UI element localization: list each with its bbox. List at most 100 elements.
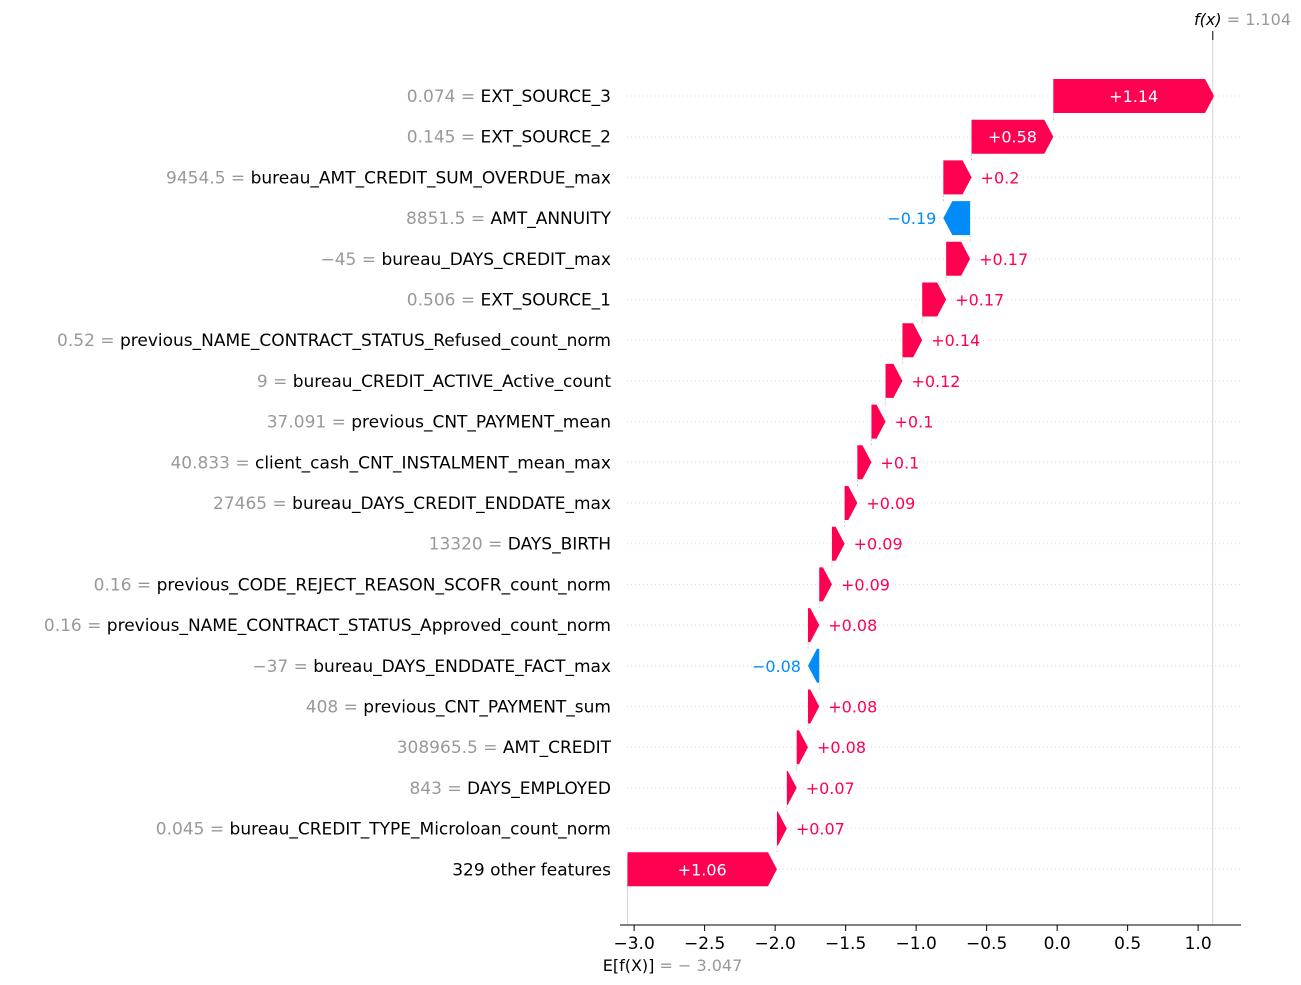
contribution-label: +0.14 xyxy=(931,331,980,350)
feature-name: previous_CNT_PAYMENT_sum xyxy=(363,698,611,718)
positive-contribution-bar xyxy=(943,160,972,195)
feature-name: DAYS_BIRTH xyxy=(508,535,611,555)
contribution-label: +1.06 xyxy=(678,860,727,879)
contribution-label: +0.07 xyxy=(796,820,845,839)
row-gridlines xyxy=(627,95,1241,870)
feature-label: −37 = bureau_DAYS_ENDDATE_FACT_max xyxy=(252,657,611,677)
feature-value: 0.16 = xyxy=(94,575,157,595)
x-tick-label: 0.0 xyxy=(1044,934,1071,954)
positive-contribution-bar xyxy=(857,445,872,480)
positive-contribution-bar xyxy=(796,730,808,765)
feature-label: 408 = previous_CNT_PAYMENT_sum xyxy=(306,698,611,718)
feature-name: client_cash_CNT_INSTALMENT_mean_max xyxy=(255,453,611,473)
feature-label: 9454.5 = bureau_AMT_CREDIT_SUM_OVERDUE_m… xyxy=(166,168,611,188)
x-tick-label: −0.5 xyxy=(966,934,1007,954)
feature-value: 408 = xyxy=(306,698,364,718)
positive-contribution-bar xyxy=(831,526,845,561)
feature-value: 27465 = xyxy=(213,494,292,514)
feature-label: 13320 = DAYS_BIRTH xyxy=(429,535,611,555)
x-tick-label: −1.5 xyxy=(825,934,866,954)
positive-contribution-bar xyxy=(946,241,971,276)
contribution-label: +1.14 xyxy=(1109,87,1158,106)
contribution-label: +0.17 xyxy=(979,250,1028,269)
feature-label: 0.52 = previous_NAME_CONTRACT_STATUS_Ref… xyxy=(57,331,611,351)
contribution-label: +0.58 xyxy=(988,128,1037,147)
feature-label: 40.833 = client_cash_CNT_INSTALMENT_mean… xyxy=(170,453,611,473)
x-tick-label: −3.0 xyxy=(613,934,654,954)
feature-label: 8851.5 = AMT_ANNUITY xyxy=(406,209,612,229)
contribution-label: +0.08 xyxy=(817,738,866,757)
feature-value: 0.145 = xyxy=(407,128,481,148)
feature-label: 0.074 = EXT_SOURCE_3 xyxy=(407,87,611,107)
feature-label: −45 = bureau_DAYS_CREDIT_max xyxy=(321,250,612,270)
contribution-label: +0.08 xyxy=(828,698,877,717)
positive-contribution-bar xyxy=(819,567,832,602)
feature-value: 0.074 = xyxy=(407,87,481,107)
feature-name: DAYS_EMPLOYED xyxy=(467,779,611,799)
contribution-label: +0.2 xyxy=(981,168,1020,187)
feature-name: bureau_DAYS_CREDIT_ENDDATE_max xyxy=(292,494,611,514)
output-value-label: f(x) = 1.104 xyxy=(1194,10,1291,29)
feature-name: bureau_DAYS_CREDIT_max xyxy=(381,250,611,270)
feature-name: bureau_AMT_CREDIT_SUM_OVERDUE_max xyxy=(251,168,611,188)
feature-label: 27465 = bureau_DAYS_CREDIT_ENDDATE_max xyxy=(213,494,611,514)
feature-value: −37 = xyxy=(252,657,313,677)
feature-label: 0.145 = EXT_SOURCE_2 xyxy=(407,128,611,148)
contribution-label: +0.09 xyxy=(841,575,890,594)
contribution-label: −0.19 xyxy=(887,209,936,228)
contribution-bars: +1.14 +0.58 +0.2 −0.19 +0.17 +0.17 +0.14 +0.12 +… xyxy=(627,79,1215,887)
feature-value: 0.045 = xyxy=(156,820,230,840)
feature-value: 308965.5 = xyxy=(397,738,503,758)
feature-label: 37.091 = previous_CNT_PAYMENT_mean xyxy=(267,413,611,433)
x-tick-label: −2.0 xyxy=(754,934,795,954)
feature-label: 0.16 = previous_CODE_REJECT_REASON_SCOFR… xyxy=(94,575,611,595)
positive-contribution-bar xyxy=(786,770,797,805)
feature-name: bureau_CREDIT_ACTIVE_Active_count xyxy=(293,372,612,392)
feature-name: AMT_CREDIT xyxy=(503,738,612,758)
contribution-label: +0.1 xyxy=(880,453,919,472)
feature-name: previous_CODE_REJECT_REASON_SCOFR_count_… xyxy=(157,575,611,595)
positive-contribution-bar xyxy=(971,119,1054,154)
positive-contribution-bar xyxy=(844,486,858,520)
feature-labels: 0.074 = EXT_SOURCE_3 0.145 = EXT_SOURCE_2… xyxy=(44,87,612,880)
positive-contribution-bar xyxy=(807,689,820,724)
feature-name: EXT_SOURCE_3 xyxy=(481,87,611,107)
x-axis: −3.0 −2.5 −2.0 −1.5 −1.0 −0.5 0.0 0.5 1.0 xyxy=(613,924,1241,954)
positive-contribution-bar xyxy=(1053,79,1215,113)
positive-contribution-bar xyxy=(885,363,903,398)
output-label-text: f(x) xyxy=(1194,10,1222,29)
feature-name: 329 other features xyxy=(452,860,611,880)
value-annotations: f(x) = 1.104 E[f(X)] = − 3.047 xyxy=(603,10,1291,975)
feature-value: 13320 = xyxy=(429,535,508,555)
feature-name: AMT_ANNUITY xyxy=(491,209,612,229)
feature-value: 0.16 = xyxy=(44,616,107,636)
feature-value: 0.52 = xyxy=(57,331,120,351)
feature-value: 37.091 = xyxy=(267,413,352,433)
feature-value: 843 = xyxy=(410,779,468,799)
positive-contribution-bar xyxy=(902,323,923,358)
x-tick-label: 1.0 xyxy=(1185,934,1212,954)
feature-name: previous_NAME_CONTRACT_STATUS_Refused_co… xyxy=(120,331,611,351)
positive-contribution-bar xyxy=(922,282,947,317)
feature-label: 843 = DAYS_EMPLOYED xyxy=(410,779,611,799)
feature-name: bureau_DAYS_ENDDATE_FACT_max xyxy=(313,657,611,677)
contribution-label: +0.07 xyxy=(806,779,855,798)
contribution-label: +0.09 xyxy=(854,535,903,554)
feature-value: 9 = xyxy=(257,372,293,392)
base-value-label: E[f(X)] = − 3.047 xyxy=(603,956,743,975)
positive-contribution-bar xyxy=(627,852,777,887)
reference-lines xyxy=(627,31,1214,925)
contribution-label: +0.12 xyxy=(911,372,960,391)
feature-name: EXT_SOURCE_1 xyxy=(481,291,611,311)
positive-contribution-bar xyxy=(807,608,820,643)
contribution-label: +0.09 xyxy=(866,494,915,513)
negative-contribution-bar xyxy=(807,648,820,683)
feature-name: previous_CNT_PAYMENT_mean xyxy=(351,413,611,433)
x-tick-label: −2.5 xyxy=(684,934,725,954)
feature-value: 9454.5 = xyxy=(166,168,251,188)
feature-label: 0.045 = bureau_CREDIT_TYPE_Microloan_cou… xyxy=(156,820,611,840)
output-value: 1.104 xyxy=(1245,10,1291,29)
feature-label: 0.16 = previous_NAME_CONTRACT_STATUS_App… xyxy=(44,616,611,636)
contribution-label: +0.17 xyxy=(955,291,1004,310)
